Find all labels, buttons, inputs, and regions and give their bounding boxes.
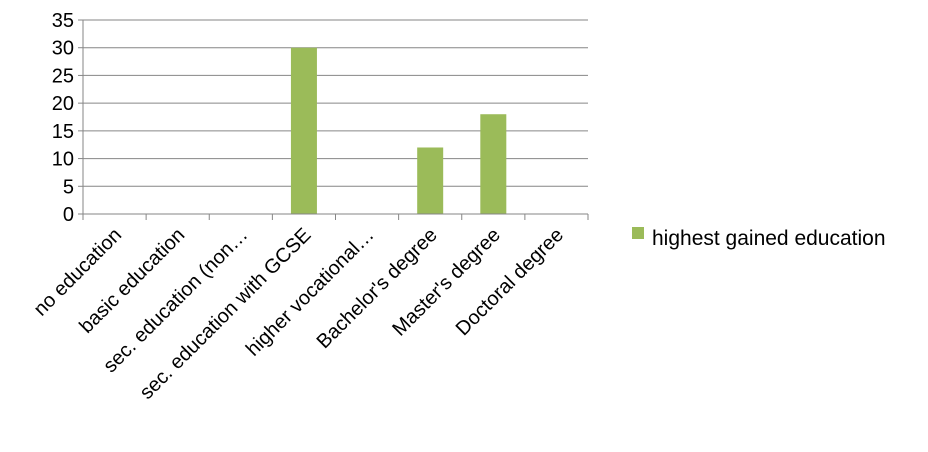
- x-tick-label: Doctoral degree: [452, 224, 568, 340]
- y-tick-label: 20: [52, 93, 74, 115]
- bar: [480, 114, 507, 214]
- y-tick-label: 25: [52, 65, 74, 87]
- y-tick-label: 5: [63, 176, 74, 198]
- y-tick-label: 35: [52, 10, 74, 32]
- y-tick-label: 15: [52, 121, 74, 143]
- bar: [290, 47, 317, 214]
- y-tick-label: 10: [52, 149, 74, 171]
- x-tick-label: Bachelor's degree: [313, 224, 442, 353]
- y-tick-label: 0: [63, 204, 74, 226]
- legend: highest gained education: [632, 227, 886, 250]
- y-tick-label: 30: [52, 38, 74, 60]
- legend-swatch: [632, 227, 644, 239]
- bar: [417, 147, 444, 214]
- gridlines: [83, 19, 588, 187]
- axes: [82, 20, 588, 215]
- bars: [290, 47, 507, 214]
- x-tick-label: Master's degree: [388, 224, 505, 341]
- y-axis-ticks: 0 5 10 15 20 25 30 35: [52, 10, 83, 226]
- legend-label: highest gained education: [652, 227, 886, 250]
